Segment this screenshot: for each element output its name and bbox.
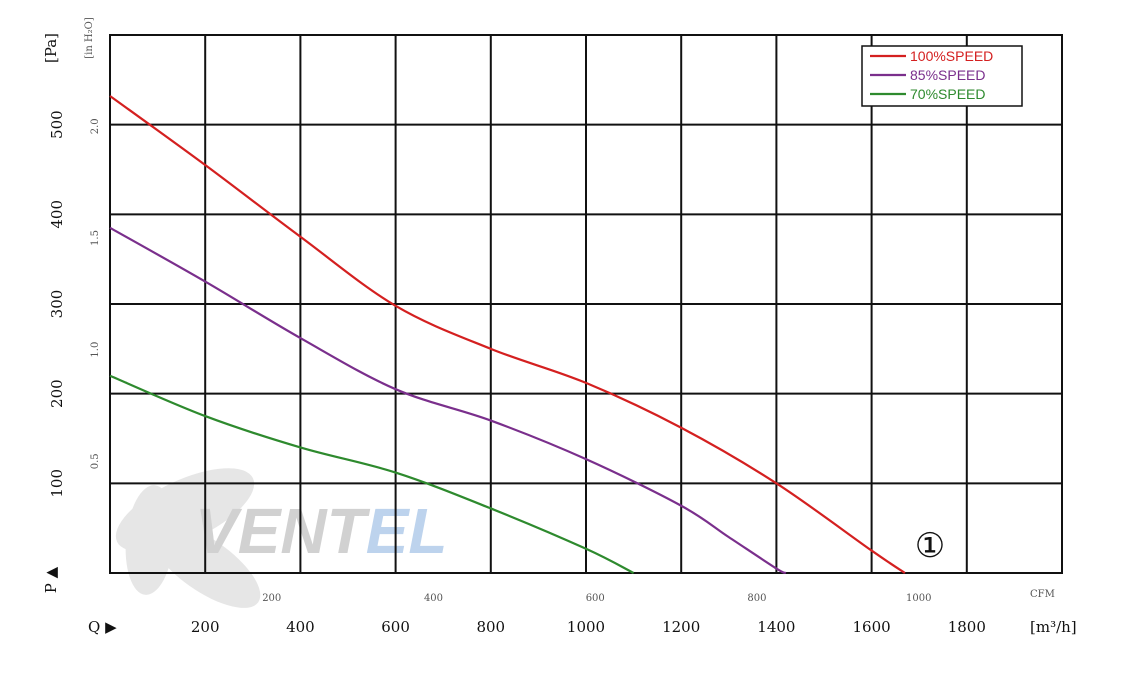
y-tick-label: 100 <box>48 469 66 498</box>
x-tick-label: 1600 <box>853 618 891 636</box>
x-axis-ticks: 200 400 600 800 1000 1200 1400 1600 1800 <box>191 618 986 636</box>
y-secondary-tick-label: 1.5 <box>90 230 101 246</box>
x-axis-marker: Q ▶ <box>88 618 117 636</box>
curve-number-marker: ① <box>915 526 945 566</box>
y-secondary-tick-label: 0.5 <box>90 453 101 469</box>
x-secondary-tick-label: 200 <box>262 593 281 604</box>
x-secondary-label: CFM <box>1030 589 1055 600</box>
series-line-2 <box>109 226 787 575</box>
x-axis-label: [m³/h] <box>1030 618 1077 636</box>
y-tick-label: 200 <box>48 379 66 408</box>
grid <box>110 35 1062 573</box>
legend-label: 85%SPEED <box>910 67 985 83</box>
series-line-1 <box>109 95 906 574</box>
x-tick-label: 800 <box>476 618 505 636</box>
y-tick-label: 500 <box>48 110 66 139</box>
x-tick-label: 1800 <box>948 618 986 636</box>
watermark-text-part1: VENT <box>195 495 371 567</box>
curves <box>109 95 906 575</box>
x-secondary-tick-label: 600 <box>586 593 605 604</box>
y-secondary-tick-label: 2.0 <box>90 118 101 134</box>
y-tick-label: 400 <box>48 200 66 229</box>
y-secondary-tick-label: 1.0 <box>90 342 101 358</box>
y-secondary-label: [in H₂O] <box>84 17 95 59</box>
x-tick-label: 200 <box>191 618 220 636</box>
x-secondary-tick-label: 400 <box>424 593 443 604</box>
legend-label: 70%SPEED <box>910 86 985 102</box>
x-tick-label: 1400 <box>757 618 795 636</box>
y-axis-ticks: 100 200 300 400 500 <box>48 110 66 497</box>
watermark-text: VENTEL <box>195 495 447 567</box>
y-axis-label: [Pa] <box>42 33 60 63</box>
x-secondary-ticks: 200 400 600 800 1000 <box>262 593 931 604</box>
y-axis-marker: P ▲ <box>42 566 60 593</box>
legend-label: 100%SPEED <box>910 48 993 64</box>
x-secondary-tick-label: 1000 <box>906 593 931 604</box>
x-tick-label: 600 <box>381 618 410 636</box>
y-tick-label: 300 <box>48 290 66 319</box>
y-secondary-ticks: 0.5 1.0 1.5 2.0 <box>90 118 101 469</box>
x-tick-label: 400 <box>286 618 315 636</box>
x-tick-label: 1200 <box>662 618 700 636</box>
series-line-3 <box>109 374 635 574</box>
x-secondary-tick-label: 800 <box>747 593 766 604</box>
plot-frame <box>109 34 1063 574</box>
legend: 100%SPEED 85%SPEED 70%SPEED <box>861 45 1023 107</box>
watermark-text-part2: EL <box>366 495 448 567</box>
x-tick-label: 1000 <box>567 618 605 636</box>
